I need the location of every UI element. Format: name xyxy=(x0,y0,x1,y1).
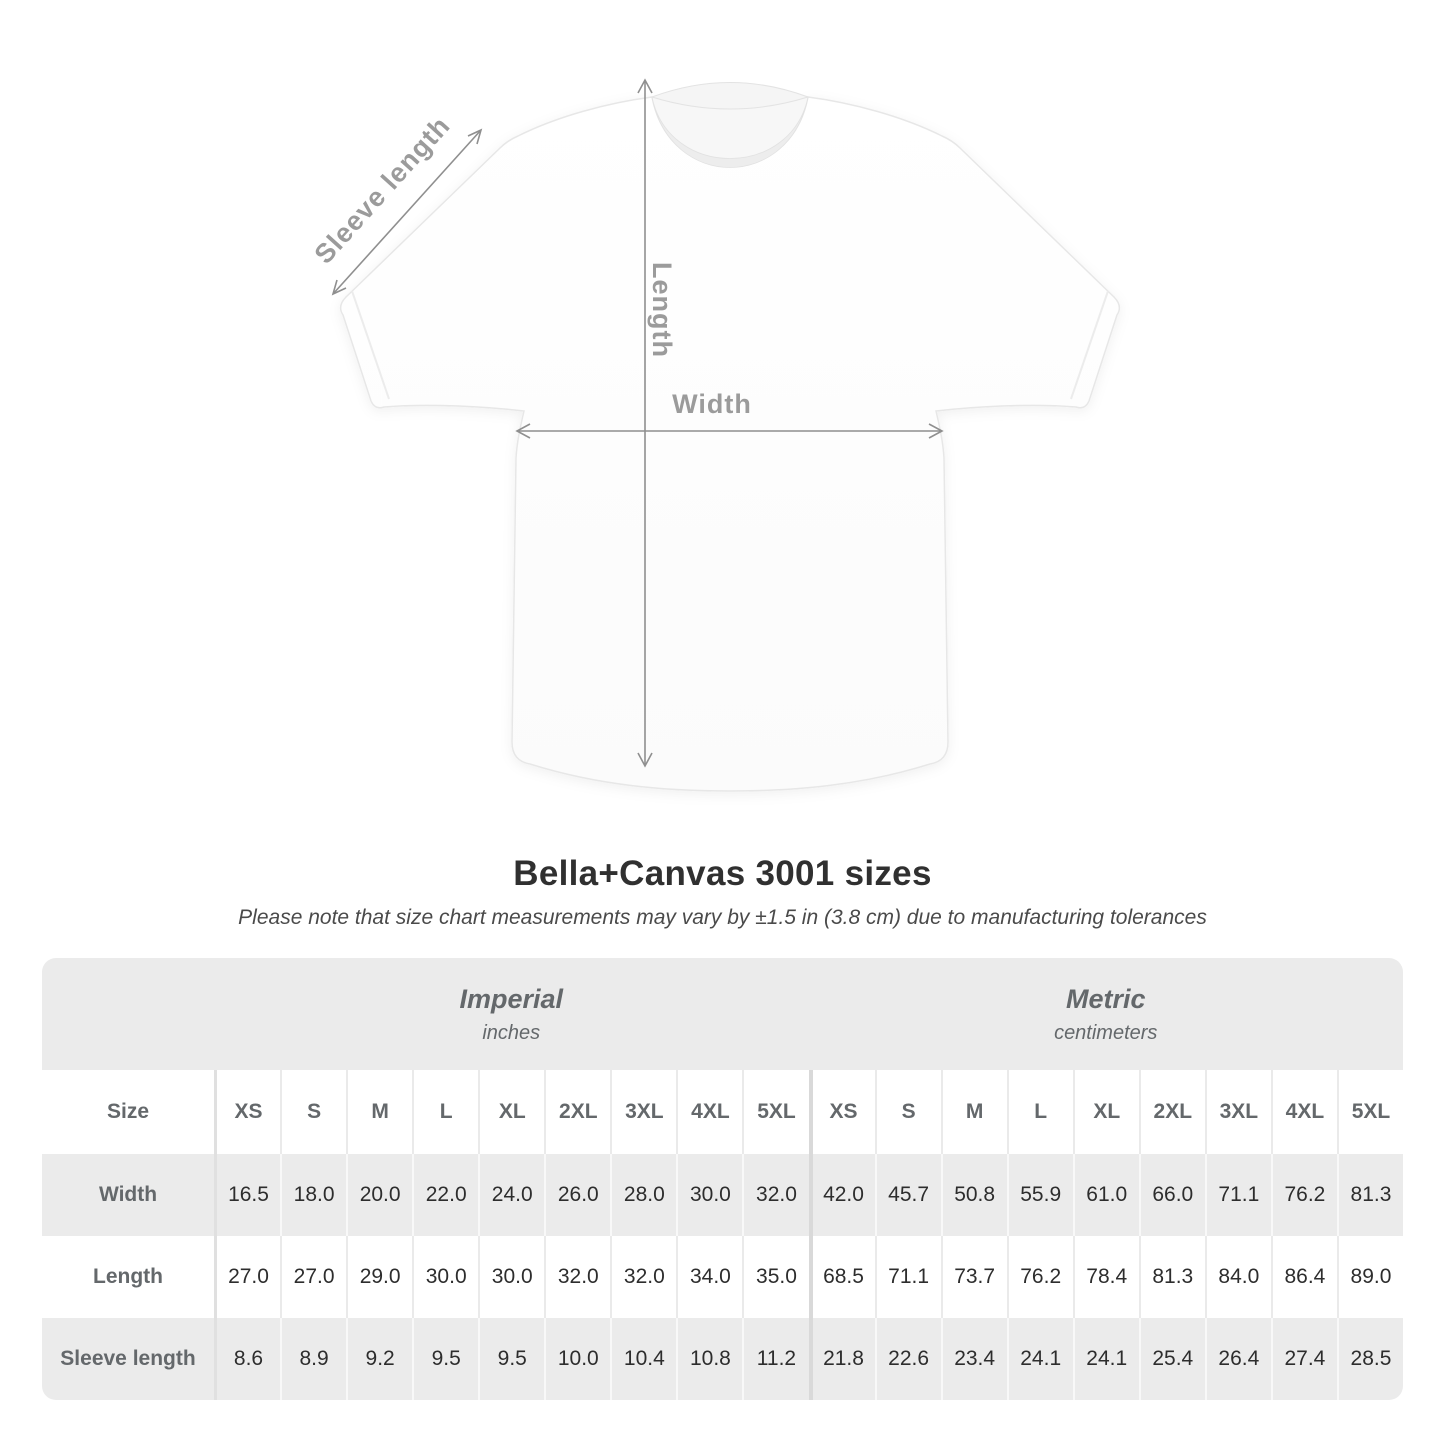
width-row: Width 16.5 18.0 20.0 22.0 24.0 26.0 28.0 30.0 32… xyxy=(42,1154,1403,1236)
value-cell: 9.5 xyxy=(478,1318,544,1400)
value-cell: 86.4 xyxy=(1270,1236,1337,1318)
value-cell: 71.1 xyxy=(874,1236,941,1318)
value-cell: 28.0 xyxy=(610,1154,676,1236)
value-cell: 23.4 xyxy=(940,1318,1007,1400)
value-cell: 30.0 xyxy=(676,1154,742,1236)
value-cell: 22.0 xyxy=(412,1154,478,1236)
value-cell: 24.0 xyxy=(478,1154,544,1236)
value-cell: 11.2 xyxy=(742,1318,808,1400)
size-row-label: Size xyxy=(106,1100,150,1123)
value-cell: 28.5 xyxy=(1336,1318,1403,1400)
size-column-header: S xyxy=(874,1070,941,1154)
sleeve-length-row: Sleeve length 8.6 8.9 9.2 9.5 9.5 10.0 10.4 10.… xyxy=(42,1318,1403,1400)
value-cell: 10.0 xyxy=(544,1318,610,1400)
value-cell: 22.6 xyxy=(874,1318,941,1400)
value-cell: 78.4 xyxy=(1072,1236,1139,1318)
metric-section-unit: centimeters xyxy=(1054,1021,1158,1044)
value-cell: 10.8 xyxy=(676,1318,742,1400)
value-cell: 76.2 xyxy=(1270,1154,1337,1236)
size-column-header: 3XL xyxy=(1204,1070,1271,1154)
value-cell: 8.9 xyxy=(280,1318,346,1400)
value-cell: 84.0 xyxy=(1204,1236,1271,1318)
value-cell: 20.0 xyxy=(346,1154,412,1236)
row-label: Width xyxy=(98,1183,158,1206)
value-cell: 81.3 xyxy=(1138,1236,1205,1318)
value-cell: 34.0 xyxy=(676,1236,742,1318)
size-column-header: L xyxy=(1006,1070,1073,1154)
size-column-header: 5XL xyxy=(742,1070,808,1154)
value-cell: 24.1 xyxy=(1072,1318,1139,1400)
metric-section-header: Metric centimeters xyxy=(809,958,1404,1070)
value-cell: 27.4 xyxy=(1270,1318,1337,1400)
value-cell: 26.0 xyxy=(544,1154,610,1236)
size-column-header: 2XL xyxy=(544,1070,610,1154)
size-column-header: XS xyxy=(808,1070,875,1154)
imperial-section-title: Imperial xyxy=(459,983,564,1014)
width-arrow xyxy=(515,423,944,439)
size-column-header: 4XL xyxy=(676,1070,742,1154)
size-chart-table: Imperial inches Metric centimeters Size … xyxy=(42,958,1403,1400)
value-cell: 32.0 xyxy=(742,1154,808,1236)
size-column-header: 5XL xyxy=(1336,1070,1403,1154)
tolerance-note: Please note that size chart measurements… xyxy=(238,906,1207,929)
size-column-header: S xyxy=(280,1070,346,1154)
value-cell: 73.7 xyxy=(940,1236,1007,1318)
value-cell: 24.1 xyxy=(1006,1318,1073,1400)
value-cell: 66.0 xyxy=(1138,1154,1205,1236)
size-column-header: M xyxy=(940,1070,1007,1154)
value-cell: 16.5 xyxy=(214,1154,280,1236)
imperial-section-unit: inches xyxy=(482,1021,541,1044)
value-cell: 9.5 xyxy=(412,1318,478,1400)
value-cell: 30.0 xyxy=(478,1236,544,1318)
value-cell: 27.0 xyxy=(214,1236,280,1318)
tshirt-graphic xyxy=(339,82,1121,792)
size-column-header: 4XL xyxy=(1270,1070,1337,1154)
row-label: Length xyxy=(93,1265,163,1288)
length-arrow xyxy=(637,78,653,768)
size-column-header: 3XL xyxy=(610,1070,676,1154)
value-cell: 32.0 xyxy=(610,1236,676,1318)
value-cell: 81.3 xyxy=(1336,1154,1403,1236)
value-cell: 27.0 xyxy=(280,1236,346,1318)
size-column-header: L xyxy=(412,1070,478,1154)
length-label: Length xyxy=(647,262,677,358)
size-column-header: 2XL xyxy=(1138,1070,1205,1154)
value-cell: 61.0 xyxy=(1072,1154,1139,1236)
size-column-header: XS xyxy=(214,1070,280,1154)
value-cell: 21.8 xyxy=(808,1318,875,1400)
metric-section-title: Metric xyxy=(1065,983,1146,1014)
table-header-band: Imperial inches Metric centimeters xyxy=(42,958,1403,1070)
value-cell: 18.0 xyxy=(280,1154,346,1236)
value-cell: 55.9 xyxy=(1006,1154,1073,1236)
size-column-header: XL xyxy=(478,1070,544,1154)
value-cell: 30.0 xyxy=(412,1236,478,1318)
value-cell: 9.2 xyxy=(346,1318,412,1400)
value-cell: 42.0 xyxy=(808,1154,875,1236)
length-row: Length 27.0 27.0 29.0 30.0 30.0 32.0 32.0 34.0 3… xyxy=(42,1236,1403,1318)
width-label: Width xyxy=(672,389,752,419)
value-cell: 29.0 xyxy=(346,1236,412,1318)
sleeve-length-arrow xyxy=(331,128,483,296)
tshirt-diagram-svg: Sleeve length Length Width xyxy=(309,78,1121,792)
value-cell: 10.4 xyxy=(610,1318,676,1400)
imperial-section-header: Imperial inches xyxy=(214,958,809,1070)
value-cell: 89.0 xyxy=(1336,1236,1403,1318)
value-cell: 32.0 xyxy=(544,1236,610,1318)
value-cell: 68.5 xyxy=(808,1236,875,1318)
value-cell: 8.6 xyxy=(214,1318,280,1400)
value-cell: 50.8 xyxy=(940,1154,1007,1236)
row-label: Sleeve length xyxy=(60,1347,196,1370)
page-title: Bella+Canvas 3001 sizes xyxy=(513,854,932,893)
value-cell: 35.0 xyxy=(742,1236,808,1318)
value-cell: 25.4 xyxy=(1138,1318,1205,1400)
tshirt-measurement-diagram: Sleeve length Length Width xyxy=(309,78,1121,792)
value-cell: 26.4 xyxy=(1204,1318,1271,1400)
value-cell: 76.2 xyxy=(1006,1236,1073,1318)
value-cell: 45.7 xyxy=(874,1154,941,1236)
size-column-header: M xyxy=(346,1070,412,1154)
size-header-row: Size XS S M L XL 2XL 3XL 4XL 5XL XS S M L XL 2XL 3XL 4XL… xyxy=(42,1070,1403,1154)
size-column-header: XL xyxy=(1072,1070,1139,1154)
value-cell: 71.1 xyxy=(1204,1154,1271,1236)
